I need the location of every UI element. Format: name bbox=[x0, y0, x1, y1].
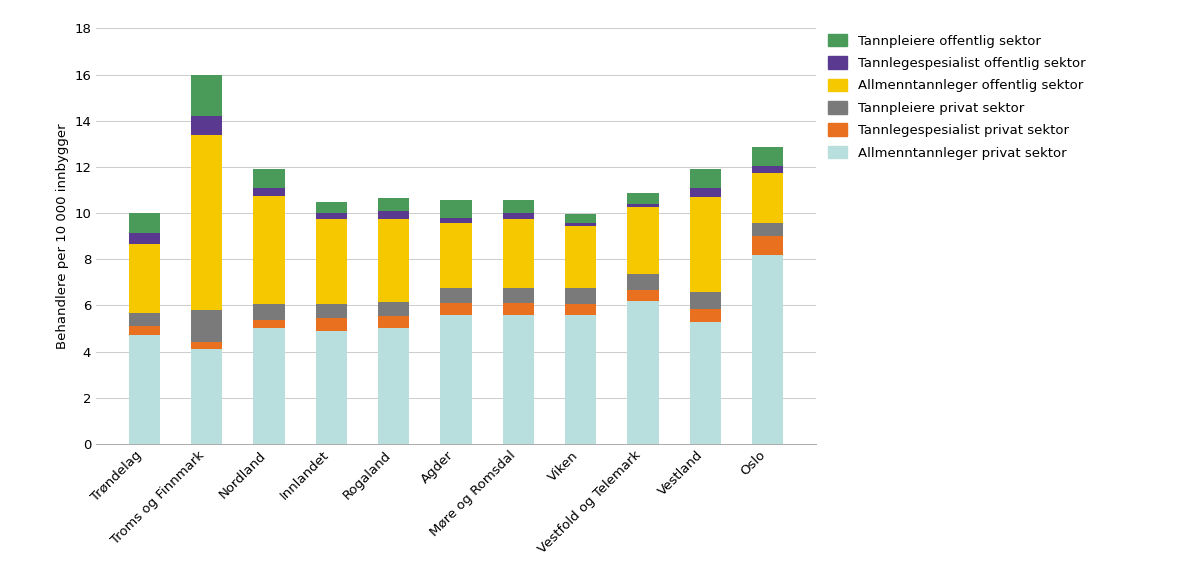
Bar bbox=[378, 198, 409, 211]
Bar bbox=[503, 315, 534, 444]
Bar bbox=[440, 200, 472, 218]
Bar bbox=[128, 314, 160, 326]
Bar bbox=[253, 304, 284, 320]
Bar bbox=[440, 218, 472, 224]
Bar bbox=[191, 343, 222, 349]
Bar bbox=[628, 207, 659, 274]
Bar bbox=[440, 288, 472, 303]
Bar bbox=[565, 315, 596, 444]
Bar bbox=[503, 288, 534, 303]
Bar bbox=[253, 328, 284, 444]
Bar bbox=[316, 304, 347, 318]
Bar bbox=[565, 226, 596, 288]
Bar bbox=[378, 211, 409, 219]
Bar bbox=[503, 213, 534, 219]
Bar bbox=[628, 290, 659, 301]
Bar bbox=[191, 116, 222, 135]
Bar bbox=[628, 193, 659, 204]
Bar bbox=[378, 328, 409, 444]
Bar bbox=[628, 274, 659, 290]
Bar bbox=[440, 303, 472, 315]
Bar bbox=[503, 219, 534, 288]
Bar bbox=[378, 316, 409, 328]
Bar bbox=[565, 224, 596, 226]
Bar bbox=[128, 244, 160, 314]
Bar bbox=[378, 302, 409, 316]
Bar bbox=[253, 169, 284, 188]
Bar bbox=[128, 335, 160, 444]
Bar bbox=[752, 166, 784, 172]
Bar bbox=[191, 349, 222, 444]
Bar bbox=[253, 196, 284, 304]
Bar bbox=[440, 315, 472, 444]
Bar bbox=[690, 309, 721, 321]
Bar bbox=[690, 188, 721, 197]
Bar bbox=[690, 197, 721, 291]
Bar bbox=[752, 254, 784, 444]
Bar bbox=[316, 219, 347, 304]
Bar bbox=[752, 172, 784, 224]
Bar bbox=[503, 200, 534, 213]
Bar bbox=[128, 233, 160, 244]
Bar bbox=[690, 321, 721, 444]
Bar bbox=[378, 219, 409, 302]
Bar bbox=[253, 188, 284, 196]
Bar bbox=[503, 303, 534, 315]
Bar bbox=[191, 75, 222, 116]
Bar bbox=[565, 288, 596, 304]
Bar bbox=[316, 331, 347, 444]
Bar bbox=[565, 304, 596, 315]
Bar bbox=[752, 224, 784, 236]
Bar bbox=[628, 301, 659, 444]
Bar bbox=[316, 318, 347, 331]
Bar bbox=[440, 224, 472, 288]
Bar bbox=[191, 135, 222, 310]
Bar bbox=[565, 214, 596, 224]
Bar bbox=[191, 310, 222, 343]
Bar bbox=[690, 169, 721, 188]
Bar bbox=[690, 291, 721, 309]
Bar bbox=[128, 213, 160, 233]
Bar bbox=[752, 147, 784, 166]
Bar bbox=[253, 320, 284, 328]
Legend: Tannpleiere offentlig sektor, Tannlegespesialist offentlig sektor, Allmenntannle: Tannpleiere offentlig sektor, Tannlegesp… bbox=[823, 28, 1091, 165]
Bar bbox=[752, 236, 784, 254]
Bar bbox=[316, 213, 347, 219]
Y-axis label: Behandlere per 10 000 innbygger: Behandlere per 10 000 innbygger bbox=[55, 123, 68, 349]
Bar bbox=[628, 204, 659, 207]
Bar bbox=[128, 326, 160, 335]
Bar bbox=[316, 201, 347, 213]
